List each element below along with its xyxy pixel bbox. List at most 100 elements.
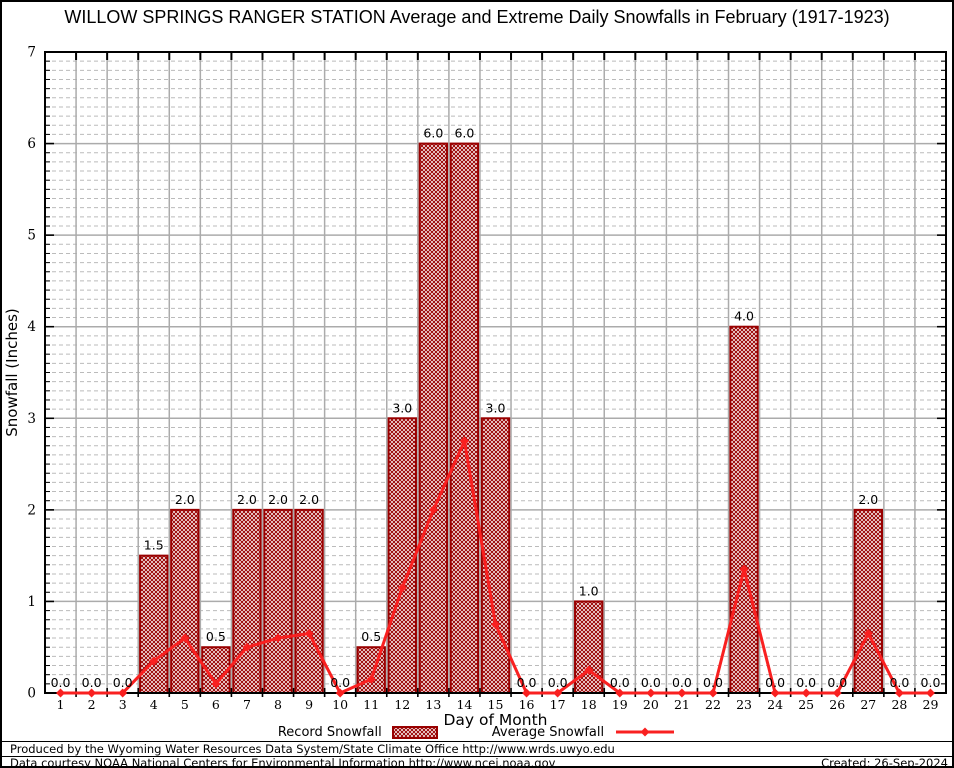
marker-day-14 [459, 436, 469, 446]
bar-day-12 [387, 417, 417, 694]
footer-created-date: Created: 26-Sep-2024 [821, 756, 948, 768]
x-tick-label-21: 21 [674, 697, 690, 712]
y-tick-label-7: 7 [27, 45, 36, 61]
x-tick-label-26: 26 [829, 697, 845, 712]
value-label-day-7: 2.0 [237, 492, 257, 507]
x-tick-label-28: 28 [891, 697, 907, 712]
bar-day-9 [294, 508, 324, 694]
value-label-day-27: 2.0 [858, 492, 878, 507]
x-tick-label-15: 15 [488, 697, 504, 712]
bar-day-13 [418, 142, 449, 695]
x-tick-label-24: 24 [767, 697, 783, 712]
x-tick-label-3: 3 [119, 697, 127, 712]
marker-day-20 [646, 688, 656, 698]
bar-day-7 [232, 508, 262, 694]
footer-data-courtesy: Data courtesy NOAA National Centers for … [10, 756, 556, 768]
x-tick-label-10: 10 [332, 697, 348, 712]
marker-day-1 [56, 688, 66, 698]
marker-day-7 [242, 642, 252, 652]
value-labels: 0.0 0.0 0.0 1.5 2.0 0.5 2.0 2.0 2.0 0.0 0.5 3.0 6.0 6… [51, 126, 941, 690]
footer-produced-by: Produced by the Wyoming Water Resources … [2, 741, 952, 756]
record-swatch-icon [391, 725, 438, 739]
x-tick-label-14: 14 [456, 697, 472, 712]
x-tick-label-1: 1 [57, 697, 65, 712]
axis-ticks [45, 52, 946, 697]
x-tick-label-5: 5 [181, 697, 189, 712]
value-label-day-4: 1.5 [144, 538, 164, 553]
value-label-day-15: 3.0 [486, 400, 506, 415]
marker-day-22 [708, 688, 718, 698]
value-label-day-29: 0.0 [921, 675, 941, 690]
marker-day-5 [180, 633, 190, 643]
bar-day-5 [170, 508, 200, 694]
y-tick-label-6: 6 [27, 136, 36, 152]
x-tick-labels: 1 2 3 4 5 6 7 8 9 10 11 12 13 14 15 16 17 18 19 20 21 22 23 24 2… [57, 697, 939, 712]
bar-day-18 [574, 600, 604, 695]
marker-day-29 [925, 688, 935, 698]
marker-day-9 [304, 628, 314, 638]
y-tick-label-3: 3 [27, 411, 36, 427]
legend-average-group: Average Snowfall [492, 725, 676, 740]
y-tick-label-2: 2 [27, 502, 36, 518]
value-label-day-1: 0.0 [51, 675, 71, 690]
x-tick-label-13: 13 [425, 697, 441, 712]
bars [139, 142, 883, 695]
marker-day-3 [118, 688, 128, 698]
marker-day-15 [491, 619, 500, 629]
marker-day-26 [832, 688, 842, 698]
value-label-day-12: 3.0 [392, 400, 412, 415]
marker-day-6 [211, 679, 221, 689]
legend-record-group: Record Snowfall [278, 725, 438, 740]
x-tick-label-16: 16 [519, 697, 535, 712]
average-line-icon [616, 727, 675, 737]
marker-day-24 [770, 688, 780, 698]
marker-day-23 [739, 564, 749, 574]
chart-title: WILLOW SPRINGS RANGER STATION Average an… [64, 7, 890, 27]
y-tick-label-1: 1 [27, 594, 36, 610]
bar-day-23 [729, 325, 759, 694]
value-label-day-10: 0.0 [330, 675, 350, 690]
x-tick-label-18: 18 [581, 697, 597, 712]
bar-day-8 [263, 508, 293, 694]
value-label-day-16: 0.0 [517, 675, 537, 690]
x-tick-label-9: 9 [305, 697, 313, 712]
value-label-day-21: 0.0 [672, 675, 692, 690]
value-label-day-13: 6.0 [423, 126, 443, 141]
marker-day-2 [87, 688, 97, 698]
x-tick-label-22: 22 [705, 697, 721, 712]
legend-average-label: Average Snowfall [491, 724, 605, 740]
value-label-day-5: 2.0 [175, 492, 195, 507]
value-label-day-19: 0.0 [610, 675, 630, 690]
marker-day-4 [149, 656, 159, 666]
line-markers [56, 436, 935, 698]
value-label-day-28: 0.0 [889, 675, 909, 690]
chart-legend: Record Snowfall Average Snowfall [2, 723, 952, 741]
x-tick-label-11: 11 [363, 697, 379, 712]
x-tick-label-19: 19 [612, 697, 628, 712]
y-tick-label-4: 4 [27, 319, 36, 335]
x-tick-label-17: 17 [550, 697, 566, 712]
value-label-day-17: 0.0 [548, 675, 568, 690]
x-tick-label-29: 29 [923, 697, 939, 712]
marker-day-21 [677, 688, 687, 698]
x-grid [75, 52, 916, 693]
x-tick-label-8: 8 [274, 697, 282, 712]
marker-day-17 [553, 688, 563, 698]
legend-record-label: Record Snowfall [277, 724, 382, 740]
y-tick-label-0: 0 [27, 686, 36, 702]
marker-day-13 [428, 505, 438, 515]
value-label-day-6: 0.5 [206, 629, 226, 644]
y-tick-label-5: 5 [27, 228, 36, 244]
value-label-day-2: 0.0 [82, 675, 102, 690]
marker-day-10 [335, 688, 345, 698]
bar-day-27 [853, 508, 883, 694]
value-label-day-9: 2.0 [299, 492, 319, 507]
footer-row: Data courtesy NOAA National Centers for … [2, 756, 952, 768]
x-tick-label-23: 23 [736, 697, 752, 712]
value-label-day-25: 0.0 [796, 675, 816, 690]
x-tick-label-25: 25 [798, 697, 814, 712]
value-label-day-3: 0.0 [113, 675, 133, 690]
marker-day-27 [863, 628, 873, 638]
